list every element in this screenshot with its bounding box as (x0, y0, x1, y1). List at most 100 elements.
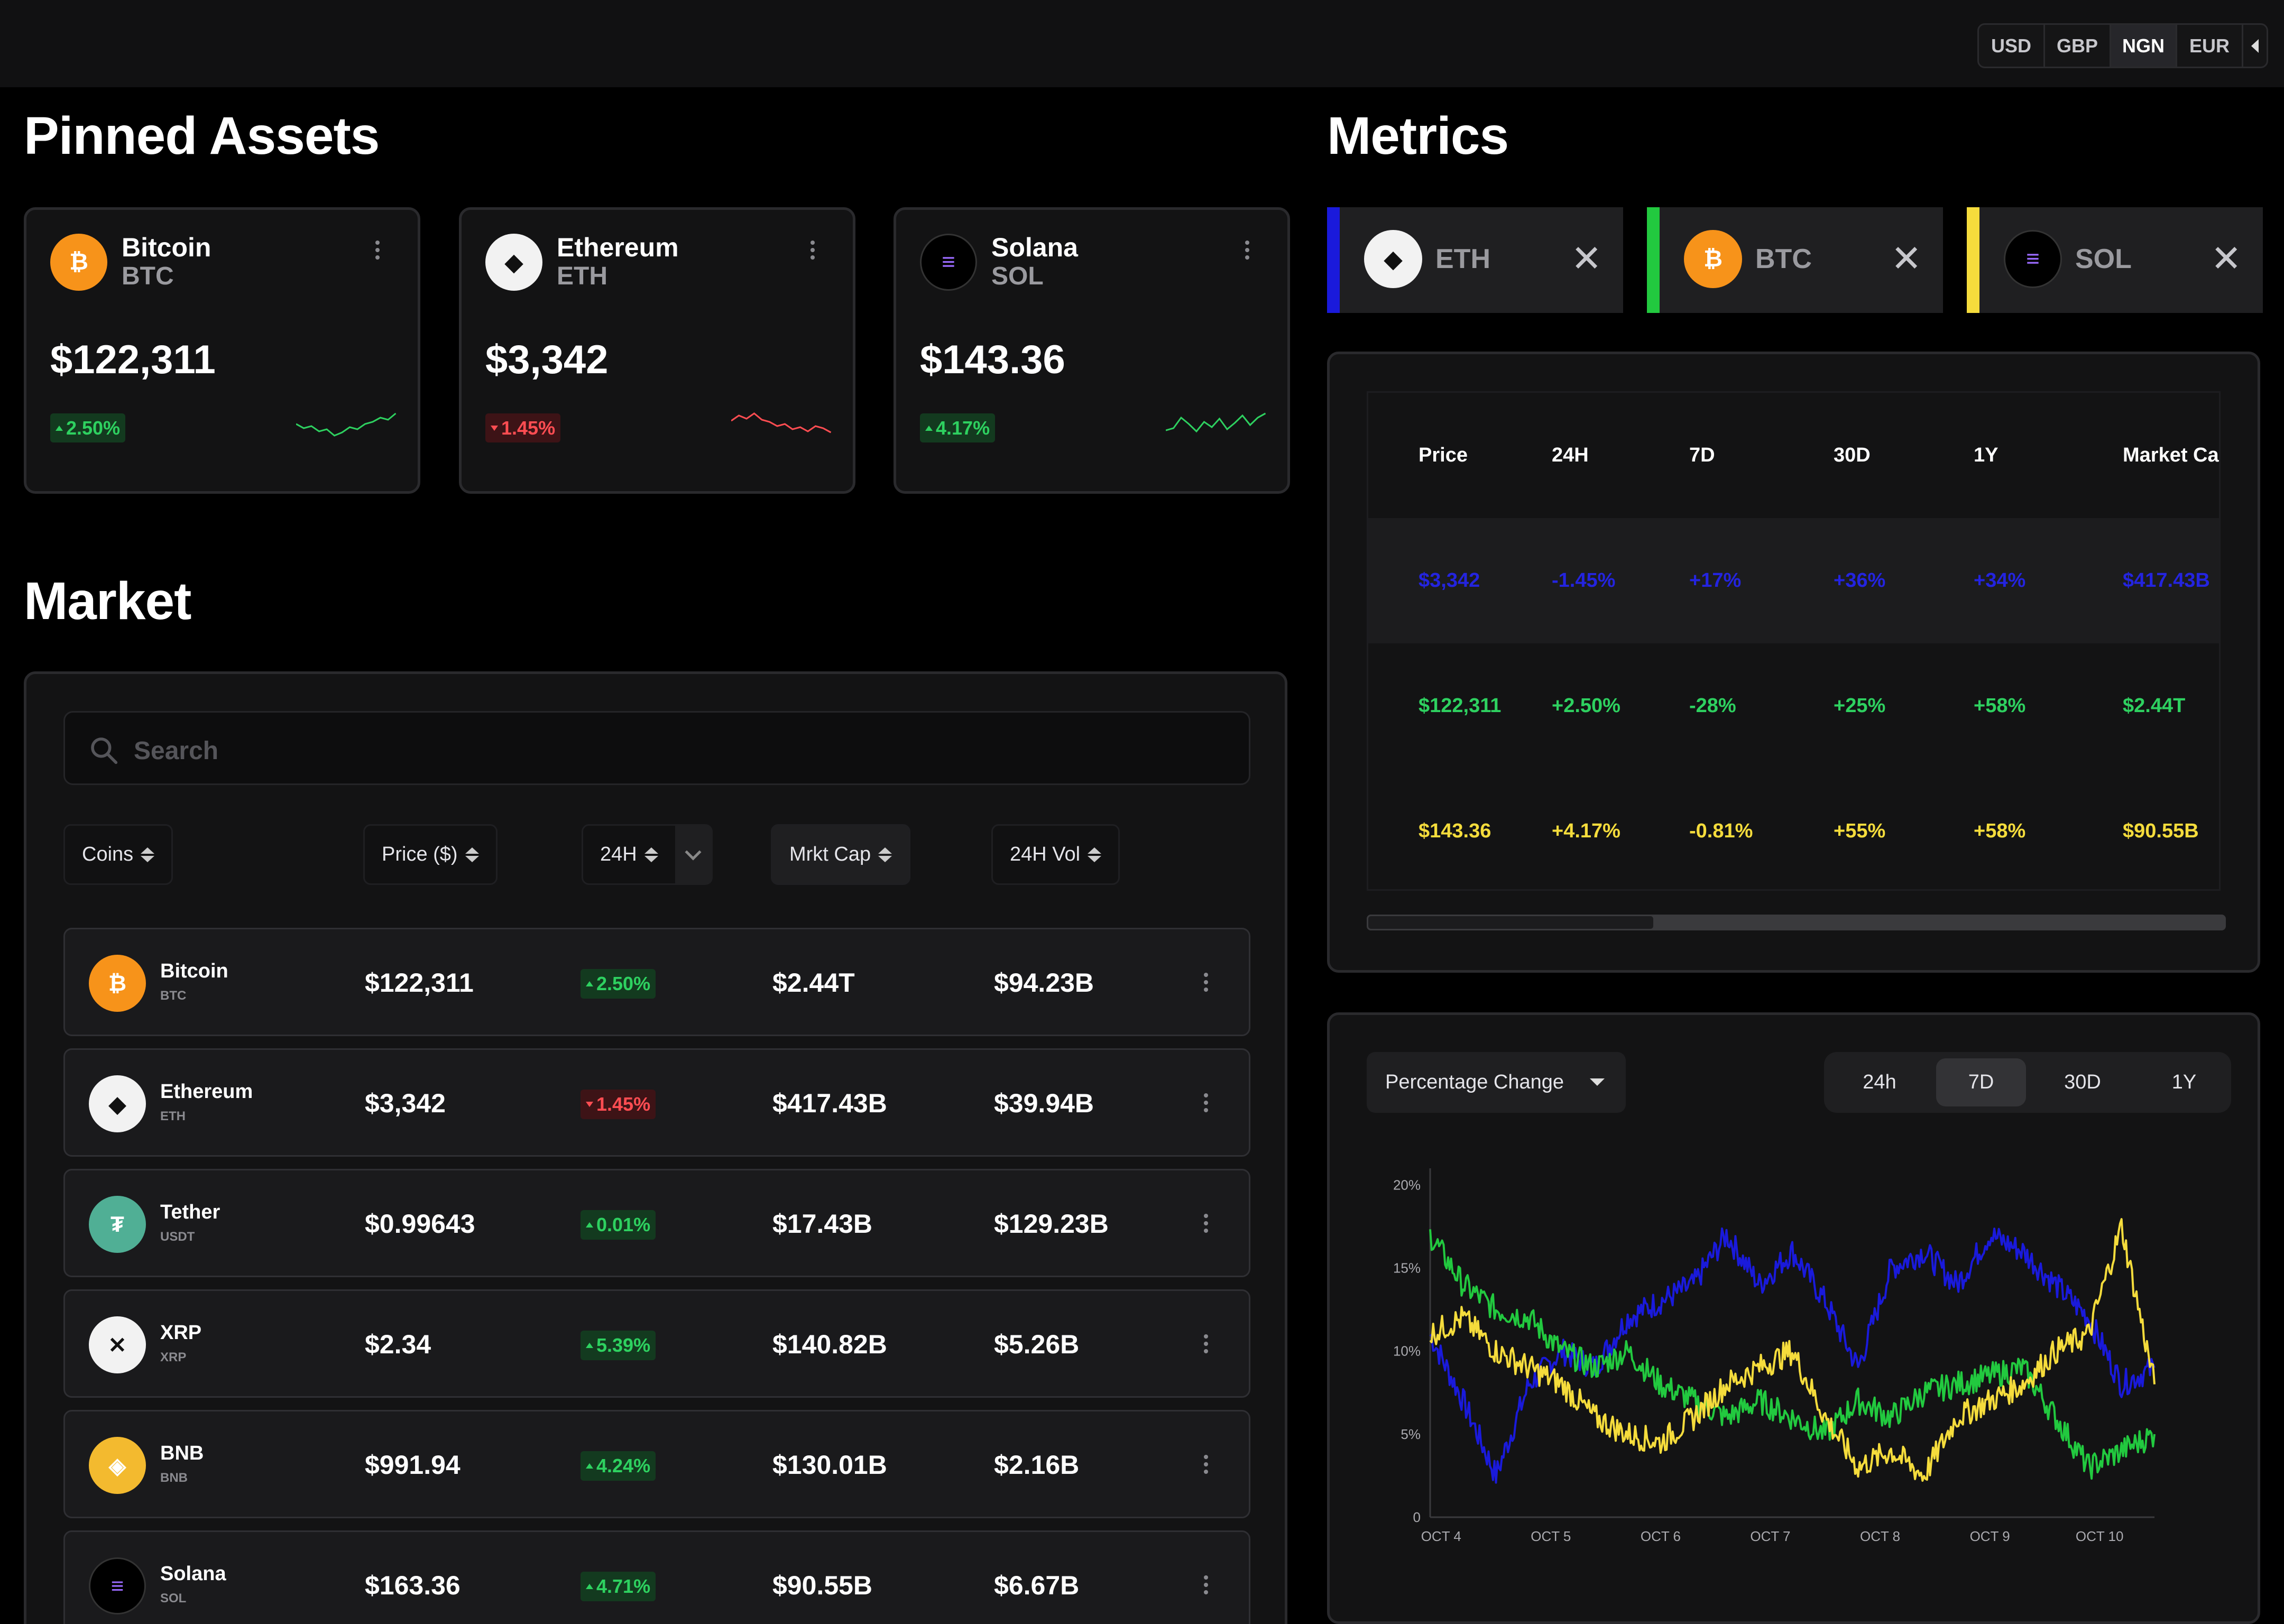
coin-name: Ethereum (557, 233, 679, 262)
ethereum-icon: ◆ (89, 1075, 146, 1132)
range-1y[interactable]: 1Y (2171, 1071, 2197, 1093)
arrow-up-icon (586, 1463, 593, 1469)
arrow-up-icon (586, 1222, 593, 1228)
close-icon[interactable]: ✕ (2211, 238, 2242, 279)
coin-price: $143.36 (920, 337, 1065, 382)
currency-usd[interactable]: USD (1979, 25, 2045, 67)
coin-name: Tether (160, 1201, 220, 1223)
more-options-icon[interactable] (1204, 1455, 1209, 1474)
search-input[interactable]: Search (63, 711, 1250, 785)
pinned-card-eth[interactable]: ◆ Ethereum ETH $3,342 1.45% (459, 207, 855, 494)
ethereum-icon: ◆ (1364, 230, 1422, 288)
bitcoin-icon: ₿ (1684, 230, 1742, 288)
more-options-icon[interactable] (1204, 1214, 1209, 1233)
metrics-header-cell: 24H (1552, 444, 1589, 466)
coin-symbol: XRP (160, 1350, 187, 1364)
horizontal-scrollbar[interactable] (1367, 915, 2226, 930)
change-badge: 4.24% (581, 1451, 656, 1481)
metric-chip-sol[interactable]: ≡ SOL ✕ (1967, 207, 2263, 313)
collapse-caret-icon[interactable] (2243, 25, 2267, 67)
change-badge: 4.17% (920, 413, 996, 442)
market-cap: $2.44T (772, 968, 855, 998)
market-row-xrp[interactable]: ✕ XRP XRP $2.34 5.39% $140.82B $5.26B (63, 1289, 1250, 1398)
currency-ngn[interactable]: NGN (2111, 25, 2177, 67)
percentage-change-chart: 0 5% 10% 15% 20% OCT 4 OCT 5 OCT 6 OCT 7 OCT 8 OCT… (1393, 1168, 2156, 1544)
x-tick-label: OCT 5 (1531, 1528, 1571, 1544)
sort-24h-label: 24H (600, 843, 637, 865)
metrics-cell: +34% (1974, 569, 2026, 592)
more-options-icon[interactable] (1204, 1093, 1209, 1112)
metrics-cell: $122,311 (1419, 695, 1502, 717)
metrics-cell: +25% (1834, 695, 1886, 717)
metrics-cell: -28% (1689, 695, 1736, 717)
pinned-card-btc[interactable]: ₿ Bitcoin BTC $122,311 2.50% (24, 207, 420, 494)
coin-symbol: SOL (991, 262, 1044, 290)
coin-name: Bitcoin (122, 233, 211, 262)
more-options-icon[interactable] (1204, 1334, 1209, 1353)
chevron-down-icon (1590, 1078, 1605, 1086)
change-value: 0.01% (596, 1214, 651, 1235)
coin-symbol: USDT (160, 1230, 195, 1244)
arrow-up-icon (586, 1343, 593, 1348)
currency-gbp[interactable]: GBP (2045, 25, 2111, 67)
metrics-title: Metrics (1327, 106, 1509, 165)
change-value: 1.45% (501, 417, 556, 439)
metric-chip-btc[interactable]: ₿ BTC ✕ (1647, 207, 1943, 313)
sort-mcap-button[interactable]: Mrkt Cap (771, 824, 911, 885)
metrics-cell: $90.55B (2123, 820, 2199, 842)
range-7d[interactable]: 7D (1936, 1058, 2026, 1106)
coin-name: XRP (160, 1322, 202, 1344)
sort-mcap-label: Mrkt Cap (789, 843, 871, 865)
scrollbar-thumb[interactable] (1367, 915, 1655, 930)
coin-name: Solana (160, 1563, 226, 1585)
sort-vol-button[interactable]: 24H Vol (991, 824, 1120, 885)
arrow-up-icon (586, 981, 593, 986)
metric-dropdown[interactable]: Percentage Change (1367, 1052, 1626, 1113)
close-icon[interactable]: ✕ (1571, 238, 1602, 279)
market-row-eth[interactable]: ◆ Ethereum ETH $3,342 1.45% $417.43B $39.94B (63, 1048, 1250, 1157)
y-tick-label: 0 (1413, 1509, 1421, 1525)
pinned-card-sol[interactable]: ≡ Solana SOL $143.36 4.17% (894, 207, 1290, 494)
market-cap: $130.01B (772, 1450, 887, 1480)
market-cap: $90.55B (772, 1571, 873, 1600)
range-24h[interactable]: 24h (1863, 1071, 1896, 1093)
currency-eur[interactable]: EUR (2177, 25, 2243, 67)
market-row-btc[interactable]: ₿ Bitcoin BTC $122,311 2.50% $2.44T $94.23B (63, 928, 1250, 1036)
y-tick-label: 5% (1401, 1426, 1421, 1442)
metrics-table-header: Price 24H 7D 30D 1Y Market Cap (1368, 393, 2221, 518)
volume-24h: $2.16B (994, 1450, 1080, 1480)
volume-24h: $5.26B (994, 1330, 1080, 1359)
sort-icon (878, 847, 892, 862)
market-row-usdt[interactable]: ₮ Tether USDT $0.99643 0.01% $17.43B $129.23B (63, 1169, 1250, 1277)
chevron-down-icon[interactable] (676, 824, 713, 885)
metrics-row: $3,342 -1.45% +17% +36% +34% $417.43B (1368, 518, 2219, 643)
more-options-icon[interactable] (375, 241, 381, 260)
metric-chip-eth[interactable]: ◆ ETH ✕ (1327, 207, 1623, 313)
search-icon (91, 737, 118, 764)
market-row-bnb[interactable]: ◈ BNB BNB $991.94 4.24% $130.01B $2.16B (63, 1410, 1250, 1518)
more-options-icon[interactable] (1204, 973, 1209, 992)
sparkline (1165, 408, 1266, 445)
close-icon[interactable]: ✕ (1891, 238, 1922, 279)
metrics-header-cell: Market Cap (2123, 444, 2221, 466)
y-tick-label: 20% (1393, 1177, 1421, 1193)
chart-panel: Percentage Change 24h 7D 30D 1Y 0 5% 10% 15… (1327, 1012, 2260, 1624)
y-tick-label: 10% (1393, 1343, 1421, 1359)
more-options-icon[interactable] (811, 241, 816, 260)
series-line-0 (1429, 1227, 2156, 1484)
metrics-table-panel: Price 24H 7D 30D 1Y Market Cap $3,342 -1.45% +1… (1327, 352, 2260, 973)
metrics-header-cell: 1Y (1974, 444, 1998, 466)
change-value: 2.50% (66, 417, 121, 439)
more-options-icon[interactable] (1245, 241, 1250, 260)
x-tick-label: OCT 6 (1641, 1528, 1681, 1544)
sort-coins-button[interactable]: Coins (63, 824, 173, 885)
market-panel: Search Coins Price ($) 24H Mrkt Cap 24H … (24, 671, 1287, 1624)
sort-24h-button[interactable]: 24H (582, 824, 677, 885)
series-color-bar (1647, 207, 1660, 313)
more-options-icon[interactable] (1204, 1575, 1209, 1594)
change-value: 4.71% (596, 1575, 651, 1597)
sort-price-button[interactable]: Price ($) (363, 824, 498, 885)
market-row-sol[interactable]: ≡ Solana SOL $163.36 4.71% $90.55B $6.67B (63, 1530, 1250, 1624)
sort-vol-label: 24H Vol (1010, 843, 1081, 865)
range-30d[interactable]: 30D (2064, 1071, 2101, 1093)
